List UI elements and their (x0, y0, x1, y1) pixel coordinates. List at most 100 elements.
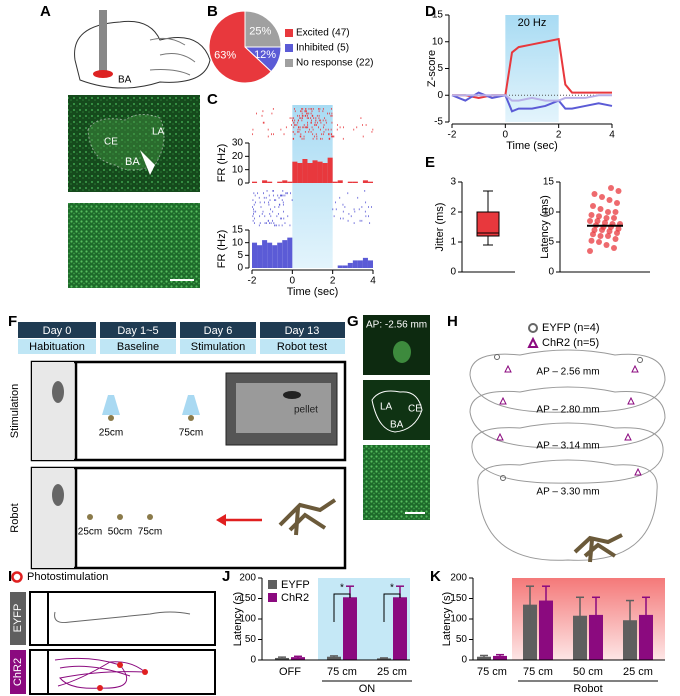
ap-label: AP: -2.56 mm (366, 320, 427, 331)
panel-i: Photostimulation EYFP ChR2 (10, 571, 216, 695)
x-tick-label: 75 cm (523, 666, 553, 678)
pie-label: 25% (249, 26, 271, 38)
point (596, 213, 602, 220)
label: LA (152, 127, 165, 138)
x-tick-label: 75 cm (327, 666, 357, 678)
hist-bar (252, 181, 258, 183)
injection (393, 341, 411, 363)
y-tick-label: 150 (239, 593, 256, 604)
label: CE (104, 137, 118, 148)
pie-label: 12% (254, 49, 276, 61)
hist-bar (362, 180, 368, 183)
day: Day 13 (285, 325, 320, 337)
micrograph (68, 203, 200, 288)
bar (523, 604, 537, 660)
hist-bar (327, 157, 333, 183)
row-tag (10, 592, 26, 645)
trajectory (54, 657, 147, 689)
y-tick-label: 50 (245, 634, 257, 645)
bar (573, 615, 587, 660)
pellet-label: pellet (294, 405, 318, 416)
x-tick-label: 4 (370, 276, 376, 287)
y-tick-label: 10 (543, 207, 555, 218)
pellet (87, 514, 93, 520)
y-tick-label: 5 (237, 250, 243, 261)
stim-site (97, 685, 103, 691)
hist-bar (287, 181, 293, 183)
y-tick-label: 50 (456, 634, 468, 645)
panel-letter: B (207, 3, 218, 20)
bar (275, 657, 289, 660)
box (476, 211, 500, 237)
hist-bar (357, 260, 363, 268)
pie-slice (208, 10, 272, 84)
target (93, 70, 113, 78)
row-label: EYFP (12, 604, 24, 633)
bar (327, 656, 341, 660)
legend-label: Inhibited (296, 43, 334, 54)
legend-count: (5) (337, 43, 349, 54)
light-cone (182, 395, 200, 415)
point (611, 215, 617, 221)
legend-label: Photostimulation (27, 571, 108, 583)
nest (32, 362, 74, 460)
brain-sketch (149, 37, 196, 76)
hist-bar (287, 237, 293, 268)
point (587, 218, 593, 224)
point (605, 209, 611, 215)
hist-bar (322, 163, 328, 183)
hist-bar (252, 242, 258, 268)
y-axis-label: FR (Hz) (216, 230, 228, 269)
y-tick-label: 1 (450, 237, 456, 248)
section-label: AP – 2.56 mm (536, 367, 599, 378)
distance: 25cm (78, 527, 102, 538)
hist-bar (307, 163, 313, 183)
bar (377, 658, 391, 660)
panel-letter: I (8, 568, 12, 585)
point (615, 188, 622, 194)
pellet (147, 514, 153, 520)
point (588, 237, 595, 244)
legend-count: (22) (356, 58, 374, 69)
phase: Stimulation (191, 341, 245, 353)
y-tick-label: 5 (437, 63, 443, 74)
hist-bar (332, 181, 338, 183)
point (587, 248, 593, 254)
y-tick-label: 10 (232, 237, 244, 248)
legend-label: ChR2 (281, 592, 309, 604)
legend-swatch (285, 59, 293, 67)
y-tick-label: 5 (548, 237, 554, 248)
brain-sketch (74, 20, 211, 89)
point (594, 218, 601, 224)
distance: 75cm (138, 527, 162, 538)
day-box (100, 322, 176, 338)
bar (291, 657, 305, 660)
panel-letter: H (447, 313, 458, 330)
point (615, 225, 622, 232)
x-tick-label: 0 (503, 130, 509, 141)
annotation: 20 Hz (518, 17, 547, 29)
hist-bar (257, 245, 263, 268)
y-tick-label: 2 (450, 207, 456, 218)
row-label: Stimulation (9, 384, 21, 438)
robot (573, 533, 623, 563)
panel-f: Day 0 Day 1~5 Day 6 Day 13 Habituation B… (9, 322, 347, 570)
site (494, 354, 500, 360)
y-tick-label: 15 (432, 10, 444, 21)
point (602, 219, 608, 226)
point (596, 239, 602, 245)
point (603, 215, 610, 221)
pie-slice (244, 10, 282, 48)
y-axis-label: Latency (ms) (539, 195, 551, 259)
y-tick-label: 15 (232, 225, 244, 236)
x-tick-label: -2 (448, 130, 457, 141)
x-tick-label: 0 (290, 276, 296, 287)
bar (343, 597, 357, 660)
y-tick-label: 0 (450, 267, 456, 278)
legend-label: EYFP (281, 579, 310, 591)
sig-star: * (340, 583, 344, 594)
legend-swatch (268, 593, 277, 602)
hist-bar (302, 159, 308, 183)
point (597, 206, 604, 212)
distance: 75cm (179, 428, 203, 439)
